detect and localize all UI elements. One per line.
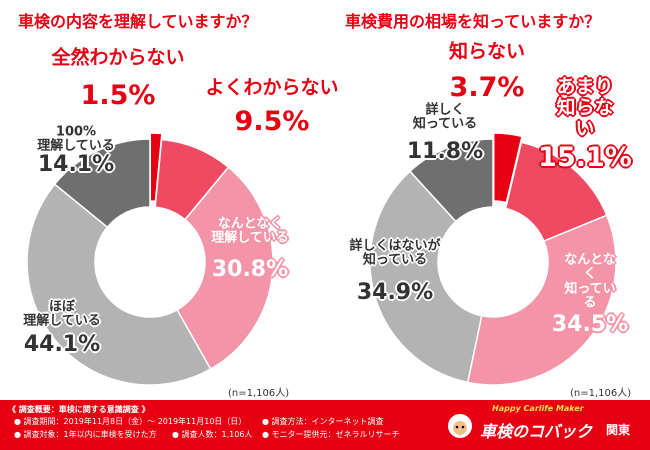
slice-label: 詳しくはないが 知っている [349,238,441,268]
footer-heading: 《 調査概要：車検に関する意識調査 》 [8,405,150,414]
pie-slice [26,183,212,386]
chart-title: 車検費用の相場を知っていますか？ [345,12,601,31]
slice-label: 全然わからない [51,46,185,69]
footer-item: ● 調査期間：2019年11月8日（金）～ 2019年11月10日（日） [14,417,247,426]
value-label: 1.5% [80,80,156,112]
value-label: 34.9% [356,279,434,305]
slice-label: ほぼ 理解している [23,299,101,329]
slice-label: あまり 知らない [556,75,614,140]
value-label: 11.8% [406,138,484,164]
footer-item: ● モニター提供元：ゼネラルリサーチ [262,430,400,439]
footer: 《 調査概要：車検に関する意識調査 》 ● 調査期間：2019年11月8日（金）… [0,400,650,450]
value-label: 3.7% [449,72,525,104]
value-label: 15.1% [538,142,632,174]
pie-slice [176,166,274,371]
slice-label: 知らない [448,40,526,63]
footer-item: ● 調査人数：1,106人 [172,430,253,439]
value-label: 9.5% [234,106,310,138]
note: (n=1,106人) [228,388,290,399]
footer-item: ● 調査対象：1年以内に車検を受けた方 [14,430,157,439]
slice-label: 100% 理解している [37,124,115,154]
note: (n=1,106人) [570,388,632,399]
region: 関東 [606,423,631,437]
value-label: 34.5% [551,311,629,337]
slice-label: なんとなく 理解している [211,216,289,246]
footer-item: ● 調査方法：インターネット調査 [262,417,384,426]
pie-slice [53,138,151,229]
pie-slice [466,214,617,386]
charts [26,132,617,386]
pie-slice [408,138,494,223]
value-label: 44.1% [23,331,101,357]
value-label: 14.1% [37,151,115,177]
brand: 車検のコバック [480,422,593,441]
tagline: Happy Carlife Maker [492,404,584,413]
slice-label: 詳しく 知っている [412,102,478,132]
slice-label: よくわからない [205,76,339,99]
pie-slice [369,170,483,384]
slice-label: なんとなく 知っている [564,252,616,311]
mascot [448,414,472,438]
chart-title: 車検の内容を理解していますか？ [18,12,258,31]
value-label: 30.8% [211,256,289,282]
